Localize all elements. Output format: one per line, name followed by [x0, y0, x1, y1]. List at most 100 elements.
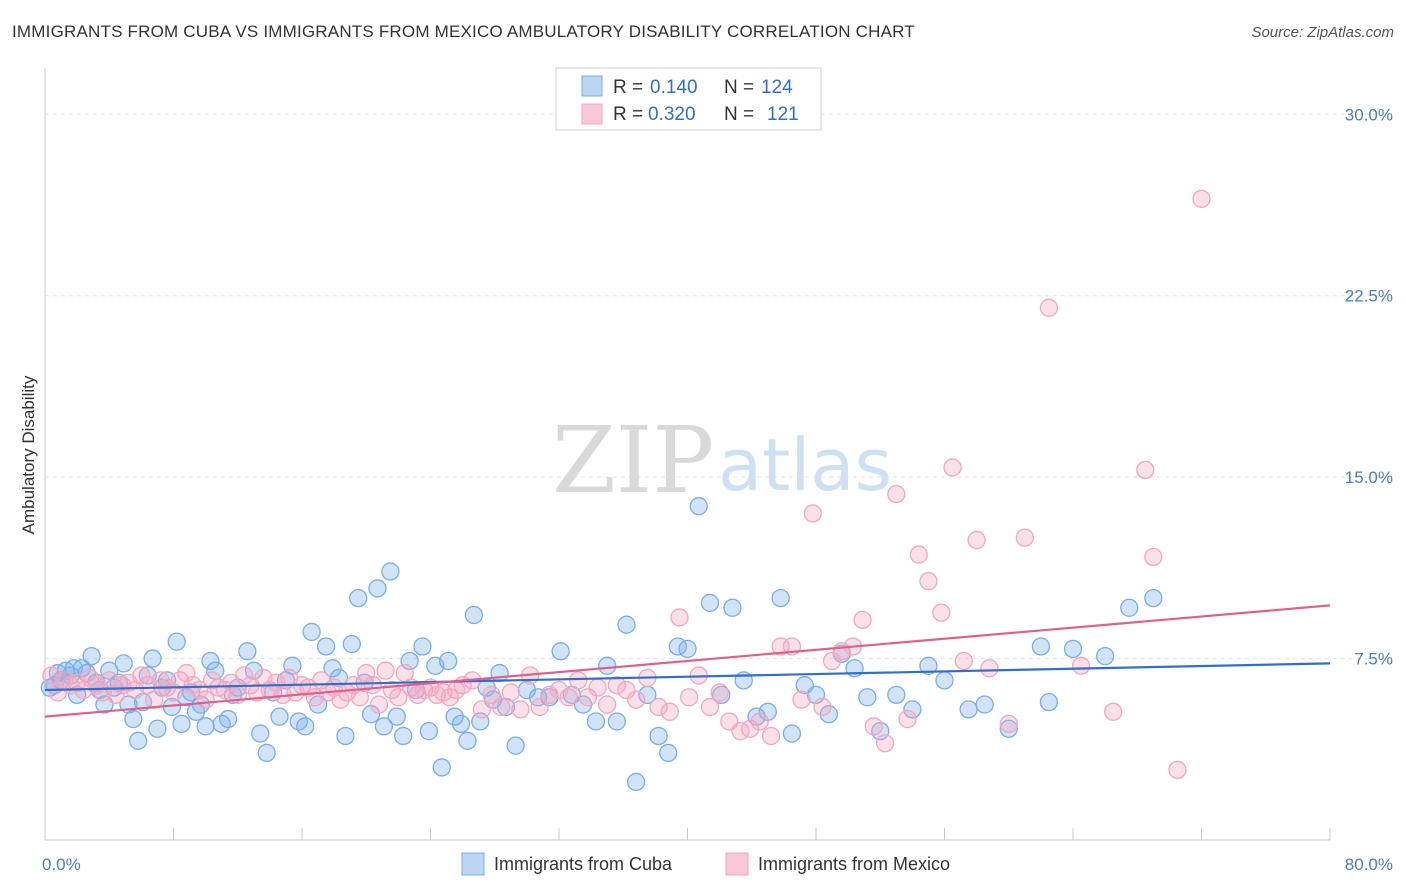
data-point — [530, 697, 549, 717]
data-point — [218, 709, 238, 729]
legend-n-value: 121 — [767, 104, 799, 125]
data-point — [649, 697, 668, 717]
data-point — [1071, 656, 1091, 675]
data-point — [660, 702, 679, 721]
data-point — [710, 683, 729, 702]
bottom-legend: Immigrants from Cuba Immigrants from Mex… — [461, 852, 950, 876]
legend-r-label: R = — [613, 77, 643, 98]
data-point — [202, 671, 222, 690]
data-point — [782, 724, 802, 743]
trend-line — [44, 662, 1331, 692]
data-point — [853, 610, 872, 630]
data-point — [363, 676, 382, 695]
data-point — [432, 758, 451, 777]
data-point — [578, 688, 598, 707]
data-point — [464, 605, 484, 625]
data-point — [251, 724, 270, 743]
data-point — [919, 656, 938, 675]
source-label: Source: ZipAtlas.com — [1251, 24, 1394, 41]
data-point — [1063, 639, 1083, 659]
data-point — [980, 659, 999, 678]
data-point — [586, 712, 606, 731]
data-point — [482, 685, 501, 705]
data-point — [617, 680, 636, 700]
legend-n-label: N = — [724, 77, 754, 98]
y-tick-label: 15.0% — [1345, 468, 1393, 487]
data-point — [501, 683, 520, 702]
data-point — [172, 714, 191, 734]
legend-n-value: 124 — [761, 77, 793, 98]
data-point — [898, 709, 917, 729]
data-point — [196, 690, 215, 709]
data-point — [626, 690, 646, 709]
data-point — [740, 719, 760, 738]
data-point — [369, 695, 389, 714]
data-point — [167, 632, 186, 651]
legend-r-value: 0.320 — [648, 104, 696, 125]
data-point — [1039, 692, 1059, 712]
data-point — [792, 690, 811, 709]
data-point — [679, 688, 699, 707]
data-point — [124, 709, 143, 729]
data-point — [439, 651, 458, 671]
data-point — [148, 719, 167, 738]
data-point — [975, 695, 994, 714]
data-point — [387, 707, 406, 726]
legend-r-value: 0.140 — [650, 77, 698, 98]
data-point — [909, 545, 928, 564]
data-point — [540, 685, 559, 705]
data-point — [858, 688, 877, 707]
x-tick-label: 80.0% — [1345, 855, 1393, 874]
data-point — [771, 588, 790, 608]
data-point — [559, 688, 578, 707]
data-point — [106, 685, 125, 705]
data-point — [678, 639, 697, 659]
data-points — [40, 189, 1211, 792]
data-point — [723, 598, 742, 617]
axes — [44, 68, 1331, 841]
data-point — [496, 697, 516, 717]
data-point — [967, 530, 986, 550]
data-point — [659, 743, 678, 763]
watermark-atlas: atlas — [718, 423, 892, 507]
data-point — [451, 714, 471, 734]
data-point — [1031, 637, 1051, 656]
data-point — [875, 734, 895, 753]
data-point — [549, 680, 569, 700]
data-point — [151, 671, 170, 690]
bottom-legend-label-mexico: Immigrants from Mexico — [758, 854, 950, 874]
data-point — [935, 671, 954, 690]
data-point — [381, 562, 400, 581]
data-point — [689, 497, 708, 516]
data-point — [999, 719, 1018, 738]
data-point — [551, 642, 570, 661]
data-point — [670, 608, 689, 627]
data-point — [932, 603, 951, 622]
y-tick-label: 22.5% — [1345, 287, 1393, 306]
data-point — [201, 651, 220, 671]
data-point — [472, 700, 492, 719]
data-point — [919, 572, 938, 591]
data-point — [1136, 460, 1155, 480]
data-point — [887, 685, 906, 705]
data-point — [82, 647, 101, 666]
data-point — [143, 649, 162, 668]
data-point — [1039, 298, 1059, 317]
data-point — [413, 637, 432, 656]
data-point — [954, 651, 973, 671]
trend-line — [44, 604, 1331, 718]
x-tick-label: 0.0% — [42, 855, 81, 874]
data-point — [819, 705, 838, 724]
data-point — [700, 593, 720, 613]
data-point — [864, 717, 883, 736]
data-point — [368, 579, 387, 598]
data-point — [1168, 760, 1187, 779]
y-tick-labels: 7.5% 15.0% 22.5% 30.0% — [1345, 105, 1393, 668]
data-point — [235, 666, 254, 685]
data-point — [700, 697, 720, 717]
data-point — [598, 695, 617, 714]
x-tick-labels: 0.0% 80.0% — [42, 855, 1393, 874]
data-point — [607, 676, 626, 695]
data-point — [943, 458, 962, 477]
data-point — [196, 717, 215, 736]
